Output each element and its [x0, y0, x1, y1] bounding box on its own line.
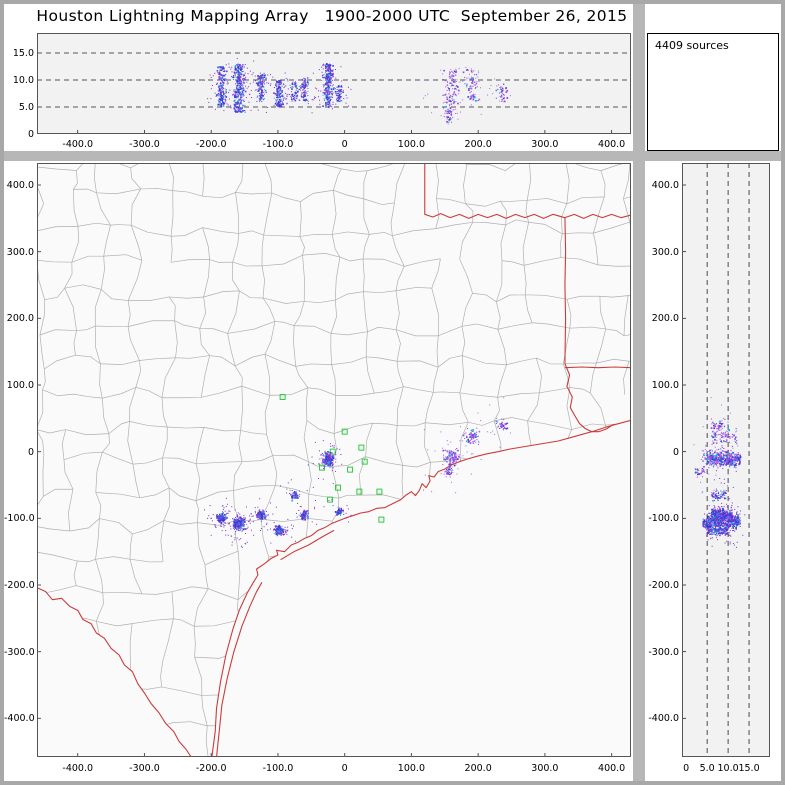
- tick-label: 100.0: [6, 380, 34, 391]
- tick-label: 300.0: [6, 246, 34, 258]
- tick-label: 400.0: [6, 180, 34, 191]
- altitude-ew-panel: [37, 33, 631, 134]
- tick-label: 200.0: [464, 139, 492, 150]
- plan-view-map-panel: [37, 163, 631, 757]
- tick-label: 10.0: [12, 74, 34, 86]
- tick-label: 0: [683, 763, 690, 774]
- tick-label: -300.0: [4, 646, 35, 658]
- tick-label: 5.0: [18, 101, 34, 113]
- tick-label: 100.0: [651, 380, 679, 391]
- vertical-separator: [633, 4, 645, 781]
- tick-label: 100.0: [397, 763, 425, 774]
- tick-label: 15.0: [12, 47, 34, 59]
- tick-label: -200.0: [4, 580, 35, 591]
- tick-label: -200.0: [195, 763, 227, 774]
- tick-label: -300.0: [129, 763, 160, 774]
- tick-label: 400.0: [598, 139, 626, 150]
- tick-label: -100.0: [262, 763, 294, 774]
- page-title: Houston Lightning Mapping Array 1900-200…: [36, 7, 628, 25]
- tick-label: 200.0: [6, 313, 34, 325]
- tick-label: -400.0: [62, 763, 94, 774]
- tick-label: 200.0: [651, 313, 679, 325]
- tick-label: -300.0: [648, 646, 679, 658]
- tick-label: -200.0: [195, 139, 227, 150]
- source-count-box: 4409 sources: [647, 33, 779, 151]
- horizontal-separator: [4, 151, 781, 161]
- tick-label: 0: [672, 446, 679, 458]
- tick-label: 0: [341, 763, 348, 774]
- tick-label: 0: [341, 139, 348, 150]
- tick-label: 15.0: [738, 763, 760, 774]
- tick-label: -400.0: [4, 713, 35, 725]
- tick-label: 0: [27, 446, 34, 458]
- tick-label: 300.0: [651, 246, 679, 258]
- tick-label: 5.0: [699, 763, 715, 774]
- tick-label: 10.0: [717, 763, 739, 774]
- altitude-ns-panel: [682, 163, 770, 757]
- tick-label: -100.0: [262, 139, 294, 150]
- tick-label: -100.0: [648, 513, 679, 525]
- tick-label: -400.0: [62, 139, 94, 150]
- tick-label: 400.0: [651, 180, 679, 191]
- tick-label: 200.0: [464, 763, 492, 774]
- tick-label: -100.0: [4, 513, 35, 525]
- tick-label: -400.0: [648, 713, 679, 725]
- tick-label: -300.0: [129, 139, 160, 150]
- tick-label: 300.0: [531, 763, 559, 774]
- tick-label: 400.0: [598, 763, 626, 774]
- tick-label: -200.0: [648, 580, 679, 591]
- tick-label: 300.0: [531, 139, 559, 150]
- tick-label: 0: [27, 129, 34, 140]
- source-count-label: 4409 sources: [655, 39, 729, 52]
- tick-label: 100.0: [397, 139, 425, 150]
